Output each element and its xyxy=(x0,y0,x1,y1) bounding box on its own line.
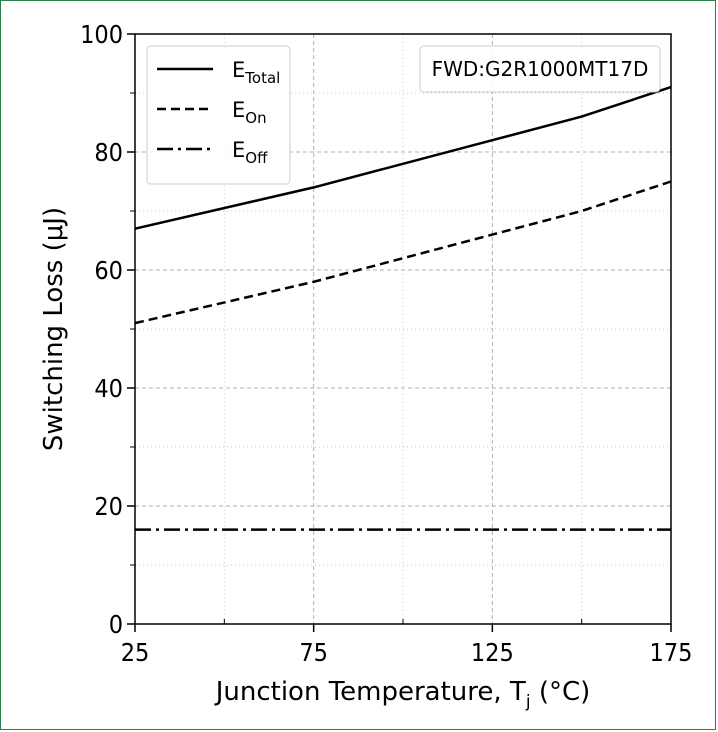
axis-ticks: 25 75 125 175 0 20 40 60 80 100 xyxy=(80,20,692,667)
y-tick-label: 0 xyxy=(109,610,123,639)
device-annotation: FWD:G2R1000MT17D xyxy=(419,45,661,93)
x-tick-label: 75 xyxy=(299,638,328,667)
x-axis-title: Junction Temperature, Tj (°C) xyxy=(214,677,591,712)
x-tick-label: 175 xyxy=(650,638,693,667)
legend-label-off: EOff xyxy=(232,138,268,167)
y-tick-label: 100 xyxy=(80,20,123,49)
legend-label-on: EOn xyxy=(232,98,267,127)
y-tick-label: 60 xyxy=(94,256,123,285)
x-tick-label: 125 xyxy=(471,638,514,667)
y-tick-label: 20 xyxy=(94,492,123,521)
y-axis-title: Switching Loss (μJ) xyxy=(39,207,69,451)
y-tick-label: 40 xyxy=(94,374,123,403)
legend: ETotal EOn EOff xyxy=(146,45,291,185)
annotation-box xyxy=(419,45,661,93)
legend-box xyxy=(146,45,291,185)
legend-label-total: ETotal xyxy=(232,58,280,87)
series-lines xyxy=(134,85,672,531)
y-tick-label: 80 xyxy=(94,138,123,167)
x-tick-label: 25 xyxy=(121,638,150,667)
annotation-label: FWD:G2R1000MT17D xyxy=(432,57,649,81)
series-line-total xyxy=(134,85,672,230)
series-line-on xyxy=(134,180,672,325)
